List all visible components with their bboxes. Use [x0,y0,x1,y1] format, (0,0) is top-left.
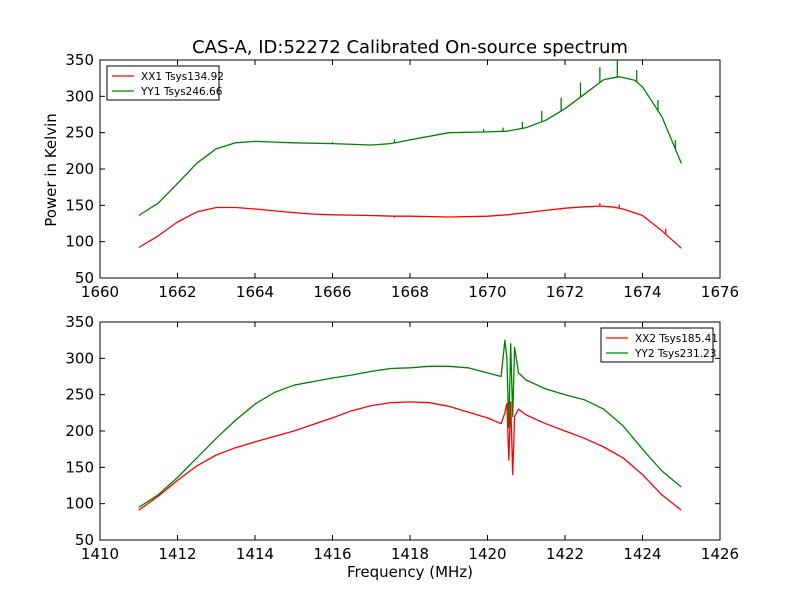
top-x-tick-label: 1662 [158,283,196,301]
top-legend-label-1: XX1 Tsys134.92 [141,71,224,83]
bottom-legend-label-2: YY2 Tsys231.23 [634,348,716,360]
top-y-tick-label: 350 [65,51,94,69]
top-y-tick-label: 250 [65,124,94,142]
bottom-legend-box [600,327,714,363]
top-x-tick-label: 1664 [236,283,274,301]
top-x-tick-label: 1668 [391,283,429,301]
bottom-series-line-1 [138,401,682,511]
top-x-tick-label: 1676 [701,283,739,301]
bottom-plot: 1410 1412 1414 1416 1418 1420 1422 1424 1426 50 10… [65,313,739,563]
bottom-x-tick-label: 1424 [623,545,661,563]
top-y-tick-label: 200 [65,160,94,178]
bottom-x-tick-label: 1418 [391,545,429,563]
top-y-tick-label: 150 [65,196,94,214]
top-y-tick-label: 50 [75,269,94,287]
bottom-y-tick-label: 50 [75,531,94,549]
top-series-line-2 [138,76,682,217]
bottom-y-tick-label: 250 [65,386,94,404]
top-x-tick-label: 1660 [81,283,119,301]
bottom-y-tick-label: 350 [65,313,94,331]
top-x-tick-label: 1666 [313,283,351,301]
top-plot: 1660 1662 1664 1666 1668 1670 1672 1674 1676 50 10… [65,51,739,301]
bottom-x-tick-label: 1412 [158,545,196,563]
bottom-x-axis-label: Frequency (MHz) [347,563,473,581]
bottom-series-line-2 [138,339,682,508]
top-x-tick-label: 1672 [546,283,584,301]
top-series-line-1 [138,205,682,249]
top-y-tick-label: 100 [65,233,94,251]
top-y-tick-label: 300 [65,87,94,105]
bottom-y-tick-label: 100 [65,495,94,513]
bottom-y-tick-label: 300 [65,349,94,367]
bottom-x-tick-label: 1422 [546,545,584,563]
bottom-x-tick-label: 1416 [313,545,351,563]
bottom-y-tick-label: 200 [65,422,94,440]
bottom-x-tick-label: 1414 [236,545,274,563]
top-x-tick-label: 1674 [623,283,661,301]
bottom-x-tick-label: 1426 [701,545,739,563]
top-legend-box [106,65,220,101]
top-y-axis-label: Power in Kelvin [42,113,60,227]
bottom-x-tick-label: 1410 [81,545,119,563]
top-x-tick-label: 1670 [468,283,506,301]
chart-title: CAS-A, ID:52272 Calibrated On-source spe… [192,37,628,58]
bottom-y-tick-label: 150 [65,458,94,476]
bottom-x-tick-label: 1420 [468,545,506,563]
top-legend-label-2: YY1 Tsys246.66 [140,86,223,98]
bottom-legend-label-1: XX2 Tsys185.41 [635,333,718,345]
